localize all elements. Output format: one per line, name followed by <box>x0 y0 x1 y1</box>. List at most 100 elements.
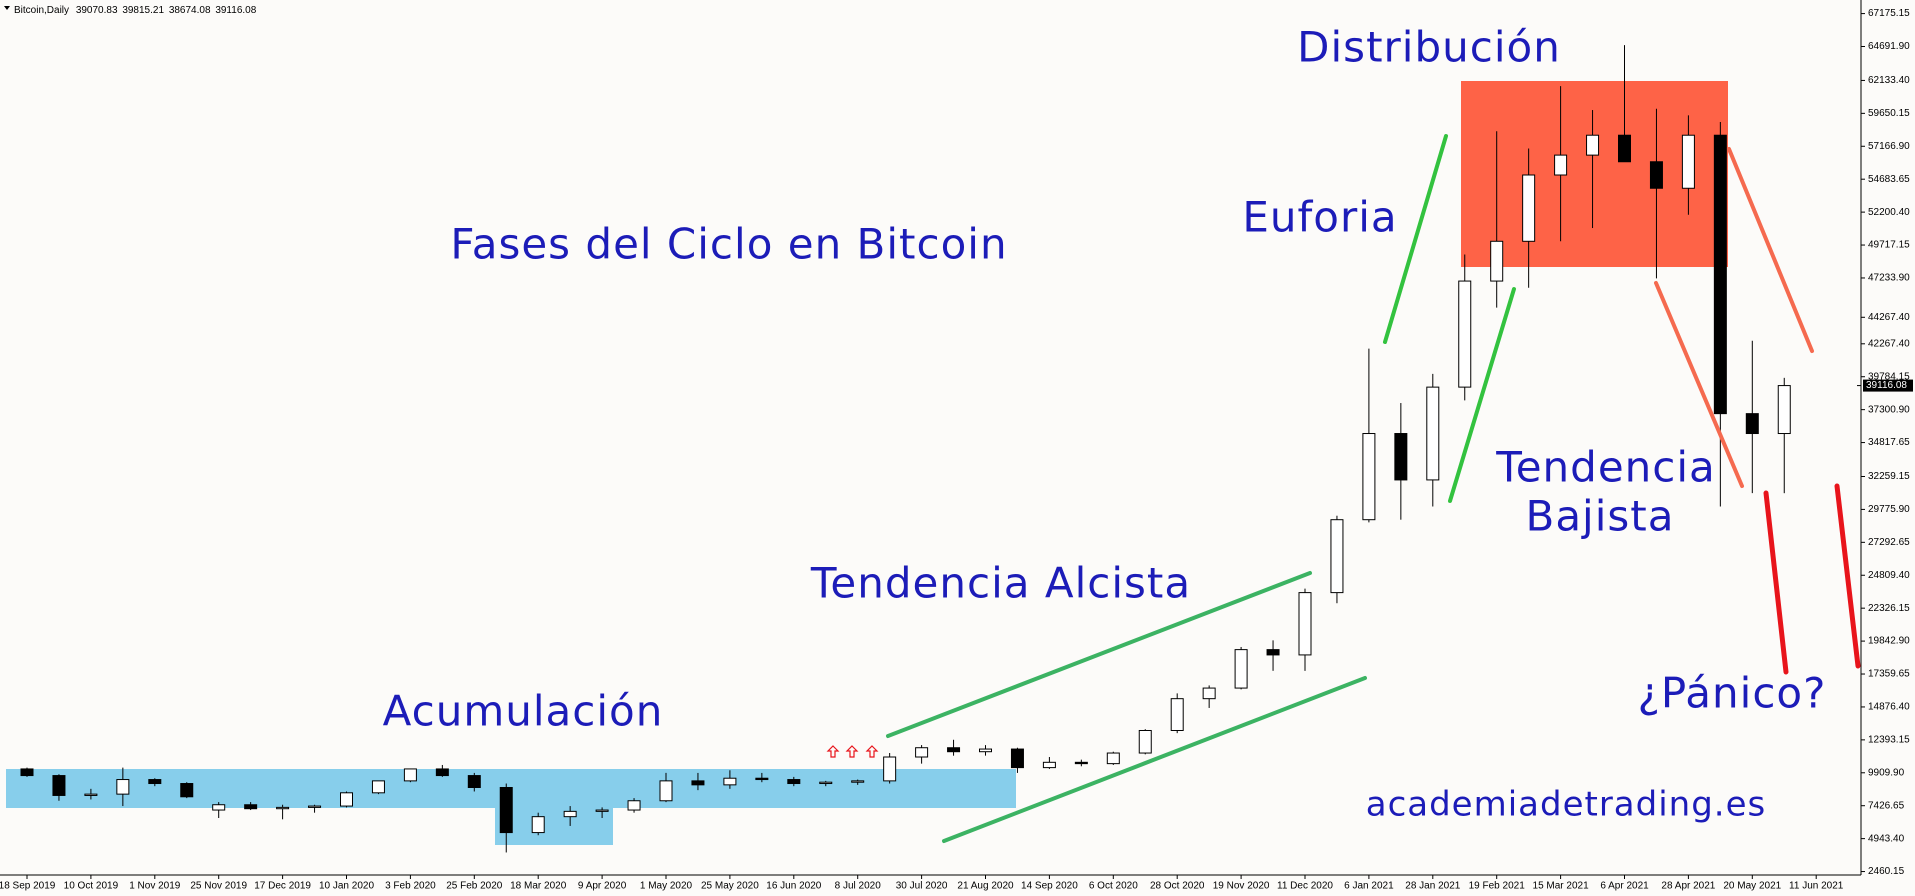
y-tick-label: 49717.15 <box>1868 240 1910 251</box>
candles <box>20 45 1791 853</box>
candle-body <box>1458 280 1472 388</box>
x-tick-label: 19 Nov 2020 <box>1213 881 1270 892</box>
annotation: Tendencia <box>1495 443 1716 492</box>
x-tick-label: 20 May 2021 <box>1723 881 1781 892</box>
annotation: academiadetrading.es <box>1366 785 1767 825</box>
x-tick-label: 25 Feb 2020 <box>446 881 503 892</box>
x-tick-label: 8 Jul 2020 <box>835 881 882 892</box>
candle-body <box>1298 592 1312 656</box>
candle-body <box>595 809 609 812</box>
candle-body <box>691 780 705 786</box>
x-tick-label: 18 Mar 2020 <box>510 881 567 892</box>
candle-body <box>1234 649 1248 689</box>
candle-body <box>563 810 577 818</box>
trend-line <box>886 571 1312 738</box>
candle-body <box>627 800 641 811</box>
candle-body <box>1618 134 1631 163</box>
y-tick-label: 64691.90 <box>1868 41 1910 52</box>
candle-body <box>1649 161 1663 189</box>
price-label: 39116.08 <box>1866 380 1907 391</box>
trend-line <box>1448 287 1516 503</box>
candle-body <box>467 775 481 788</box>
x-tick-label: 25 May 2020 <box>701 881 759 892</box>
candle-body <box>1266 649 1280 656</box>
x-tick-label: 10 Jan 2020 <box>319 881 374 892</box>
trend-line <box>942 676 1367 843</box>
x-tick-label: 6 Jan 2021 <box>1344 881 1394 892</box>
candle-body <box>1042 761 1056 769</box>
y-tick-label: 32259.15 <box>1868 471 1910 482</box>
arrow <box>845 745 859 758</box>
candle-body <box>116 779 130 795</box>
candle-body <box>244 804 258 810</box>
y-tick-label: 12393.15 <box>1868 735 1910 746</box>
header-low: 38674.08 <box>169 5 211 16</box>
x-tick-label: 6 Apr 2021 <box>1600 881 1649 892</box>
y-tick-label: 14876.40 <box>1868 702 1910 713</box>
candle-body <box>659 780 673 802</box>
candle-body <box>531 816 545 834</box>
trend-line <box>1763 490 1789 675</box>
y-tick-label: 27292.65 <box>1868 537 1910 548</box>
header-icon <box>4 6 10 10</box>
x-tick-label: 10 Oct 2019 <box>64 881 119 892</box>
candle-body <box>403 768 417 782</box>
header: Bitcoin,Daily 39070.83 39815.21 38674.08… <box>14 5 257 16</box>
y-tick-label: 54683.65 <box>1868 174 1910 185</box>
candle-body <box>1010 748 1024 769</box>
y-tick-label: 19842.90 <box>1868 636 1910 647</box>
x-tick-label: 28 Jan 2021 <box>1405 881 1460 892</box>
candle-body <box>979 748 992 753</box>
symbol: Bitcoin,Daily <box>14 5 69 16</box>
candle-body <box>435 768 449 777</box>
x-tick-label: 6 Oct 2020 <box>1089 881 1138 892</box>
y-tick-label: 57166.90 <box>1868 141 1910 152</box>
annotation: Bajista <box>1526 492 1675 541</box>
annotation: Tendencia Alcista <box>810 559 1191 608</box>
x-tick-label: 16 Jun 2020 <box>766 881 821 892</box>
y-tick-label: 37300.90 <box>1868 404 1910 415</box>
y-tick-label: 4943.40 <box>1868 833 1905 844</box>
y-tick-label: 9909.90 <box>1868 767 1905 778</box>
x-tick-label: 18 Sep 2019 <box>0 881 56 892</box>
candle-body <box>371 780 385 794</box>
candle-body <box>1170 698 1184 731</box>
annotation: ¿Pánico? <box>1638 669 1827 718</box>
y-tick-label: 17359.65 <box>1868 669 1910 680</box>
x-tick-label: 11 Jun 2021 <box>1789 881 1844 892</box>
header-close: 39116.08 <box>215 5 256 16</box>
y-tick-label: 22326.15 <box>1868 603 1910 614</box>
x-tick-label: 9 Apr 2020 <box>578 881 627 892</box>
y-tick-label: 29775.90 <box>1868 504 1910 515</box>
candle-body <box>1362 433 1376 521</box>
candle-body <box>1713 134 1727 415</box>
candle-body <box>883 756 897 782</box>
candle-body <box>1554 154 1568 176</box>
candle-body <box>180 783 194 798</box>
candle-body <box>851 780 865 783</box>
candle-body <box>1522 174 1536 242</box>
x-tick-label: 1 May 2020 <box>640 881 693 892</box>
y-tick-label: 42267.40 <box>1868 338 1910 349</box>
x-tick-label: 19 Feb 2021 <box>1469 881 1526 892</box>
candle-body <box>148 779 162 785</box>
x-tick-label: 28 Apr 2021 <box>1661 881 1715 892</box>
trend-line <box>1834 483 1861 669</box>
header-high: 39815.21 <box>122 5 164 16</box>
x-tick-label: 28 Oct 2020 <box>1150 881 1205 892</box>
price-label-box <box>1863 379 1913 392</box>
candle-body <box>787 779 801 785</box>
arrow <box>826 745 840 758</box>
arrows <box>826 745 879 758</box>
candle-body <box>1681 134 1695 189</box>
trend-lines <box>886 134 1861 843</box>
candle-body <box>1394 433 1408 481</box>
candle-body <box>755 777 769 781</box>
candle-body <box>84 793 98 796</box>
candle-body <box>947 747 961 753</box>
y-tick-label: 52200.40 <box>1868 207 1910 218</box>
y-tick-label: 59650.15 <box>1868 108 1910 119</box>
trend-line <box>1383 134 1448 344</box>
trend-line <box>1654 281 1744 488</box>
x-tick-label: 3 Feb 2020 <box>385 881 436 892</box>
